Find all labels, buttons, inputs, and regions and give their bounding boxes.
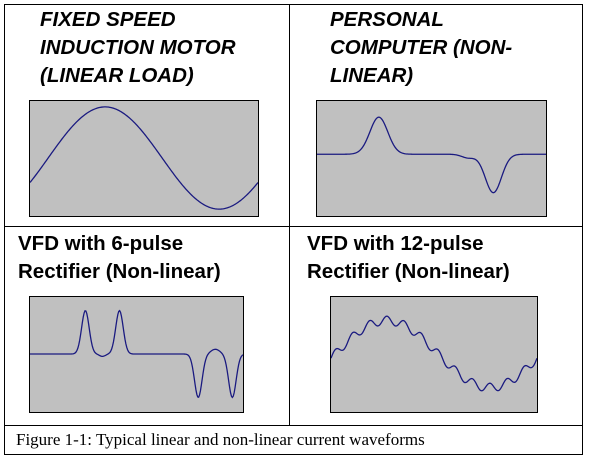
waveform-plot-personal-computer xyxy=(316,100,547,217)
waveform-line-vfd6 xyxy=(30,309,243,399)
waveform-plot-vfd-12-pulse xyxy=(330,296,538,413)
panel-title-vfd-6-pulse: VFD with 6-pulse Rectifier (Non-linear) xyxy=(18,232,221,283)
panel-title-vfd-12-pulse: VFD with 12-pulse Rectifier (Non-linear) xyxy=(307,232,510,283)
caption-divider xyxy=(4,425,583,426)
waveform-line-pc xyxy=(317,116,546,194)
grid-divider-horizontal xyxy=(4,226,583,227)
waveform-line-sine xyxy=(30,106,258,210)
waveform-svg-personal-computer xyxy=(317,116,546,194)
panel-title-induction-motor: FIXED SPEED INDUCTION MOTOR (LINEAR LOAD… xyxy=(40,8,236,87)
figure-frame xyxy=(4,4,583,455)
waveform-plot-vfd-6-pulse xyxy=(29,296,244,413)
waveform-svg-induction-motor xyxy=(30,106,258,210)
figure-caption: Figure 1-1: Typical linear and non-linea… xyxy=(16,430,425,449)
waveform-svg-vfd-12-pulse xyxy=(331,315,537,392)
panel-title-personal-computer: PERSONAL COMPUTER (NON- LINEAR) xyxy=(330,8,513,87)
waveform-line-vfd12 xyxy=(331,315,537,392)
grid-divider-vertical xyxy=(289,4,290,426)
waveform-plot-induction-motor xyxy=(29,100,259,217)
waveform-svg-vfd-6-pulse xyxy=(30,309,243,399)
